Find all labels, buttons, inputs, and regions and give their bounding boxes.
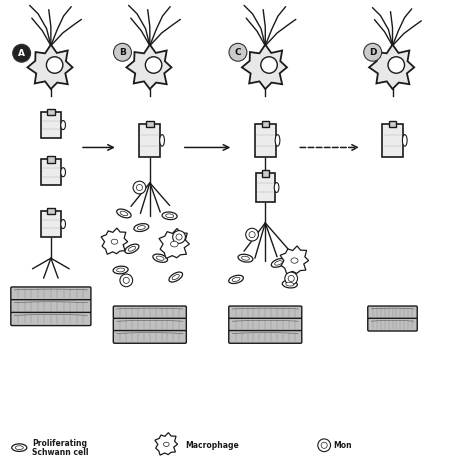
Circle shape — [388, 57, 404, 73]
Polygon shape — [242, 45, 287, 89]
Text: B: B — [119, 48, 126, 57]
FancyBboxPatch shape — [113, 330, 186, 343]
Ellipse shape — [160, 135, 164, 146]
Ellipse shape — [282, 280, 297, 288]
Polygon shape — [280, 246, 309, 274]
Bar — [262, 170, 269, 177]
Ellipse shape — [12, 444, 27, 451]
FancyBboxPatch shape — [11, 300, 91, 313]
Bar — [40, 211, 61, 237]
Ellipse shape — [117, 209, 131, 218]
Circle shape — [321, 442, 327, 448]
Bar — [146, 120, 154, 127]
Ellipse shape — [274, 261, 283, 265]
Text: Macrophage: Macrophage — [185, 441, 239, 450]
Bar — [256, 173, 275, 201]
Text: Mon: Mon — [334, 441, 352, 450]
Polygon shape — [155, 433, 178, 455]
Ellipse shape — [61, 120, 65, 129]
Ellipse shape — [402, 135, 407, 146]
Ellipse shape — [153, 254, 167, 262]
Bar — [47, 156, 55, 163]
Ellipse shape — [172, 274, 179, 280]
Circle shape — [146, 57, 162, 73]
Ellipse shape — [113, 266, 128, 274]
Bar — [139, 124, 160, 157]
Bar — [255, 124, 276, 157]
Ellipse shape — [61, 168, 65, 177]
Polygon shape — [101, 228, 128, 254]
Bar — [47, 109, 55, 116]
Circle shape — [137, 184, 143, 191]
Polygon shape — [369, 45, 414, 89]
Circle shape — [364, 43, 382, 61]
Ellipse shape — [125, 244, 139, 254]
Polygon shape — [127, 45, 172, 89]
Ellipse shape — [165, 214, 173, 218]
Circle shape — [261, 57, 277, 73]
Circle shape — [285, 272, 298, 285]
FancyBboxPatch shape — [368, 318, 417, 331]
Circle shape — [120, 274, 133, 287]
Ellipse shape — [274, 182, 279, 192]
Ellipse shape — [238, 254, 253, 262]
Ellipse shape — [242, 256, 249, 260]
Circle shape — [173, 231, 185, 243]
Bar — [389, 120, 396, 127]
Bar — [262, 120, 269, 127]
Bar — [40, 159, 61, 185]
Ellipse shape — [134, 224, 149, 231]
Ellipse shape — [128, 246, 136, 251]
FancyBboxPatch shape — [368, 306, 417, 319]
Ellipse shape — [271, 258, 286, 267]
Circle shape — [176, 234, 182, 240]
Ellipse shape — [156, 256, 164, 260]
Circle shape — [114, 43, 131, 61]
Circle shape — [249, 232, 255, 237]
Ellipse shape — [120, 211, 128, 216]
FancyBboxPatch shape — [229, 318, 302, 331]
Ellipse shape — [162, 212, 177, 219]
Circle shape — [318, 439, 330, 452]
FancyBboxPatch shape — [11, 312, 91, 326]
Ellipse shape — [229, 275, 244, 283]
Text: C: C — [235, 48, 241, 57]
FancyBboxPatch shape — [113, 318, 186, 331]
Text: Proliferating: Proliferating — [32, 439, 87, 448]
Ellipse shape — [171, 241, 178, 247]
Ellipse shape — [15, 446, 23, 449]
Text: Schwann cell: Schwann cell — [32, 448, 89, 457]
Ellipse shape — [291, 258, 298, 263]
Bar — [47, 208, 55, 214]
Circle shape — [288, 275, 294, 282]
FancyBboxPatch shape — [229, 330, 302, 343]
Ellipse shape — [275, 135, 280, 146]
Text: D: D — [369, 48, 376, 57]
FancyBboxPatch shape — [113, 306, 186, 319]
Ellipse shape — [117, 268, 125, 272]
Ellipse shape — [111, 239, 118, 244]
Polygon shape — [27, 45, 73, 89]
Bar — [40, 112, 61, 138]
Ellipse shape — [286, 282, 294, 286]
Ellipse shape — [169, 272, 182, 282]
Circle shape — [123, 277, 129, 283]
Ellipse shape — [164, 442, 169, 447]
Ellipse shape — [232, 277, 240, 282]
Ellipse shape — [137, 226, 146, 229]
Circle shape — [229, 43, 247, 61]
FancyBboxPatch shape — [229, 306, 302, 319]
Polygon shape — [159, 228, 190, 258]
Circle shape — [13, 44, 31, 62]
Bar — [382, 124, 403, 157]
Circle shape — [246, 228, 258, 241]
FancyBboxPatch shape — [11, 287, 91, 300]
Ellipse shape — [61, 219, 65, 228]
Circle shape — [133, 181, 146, 194]
Text: A: A — [18, 49, 25, 58]
Circle shape — [46, 57, 63, 73]
